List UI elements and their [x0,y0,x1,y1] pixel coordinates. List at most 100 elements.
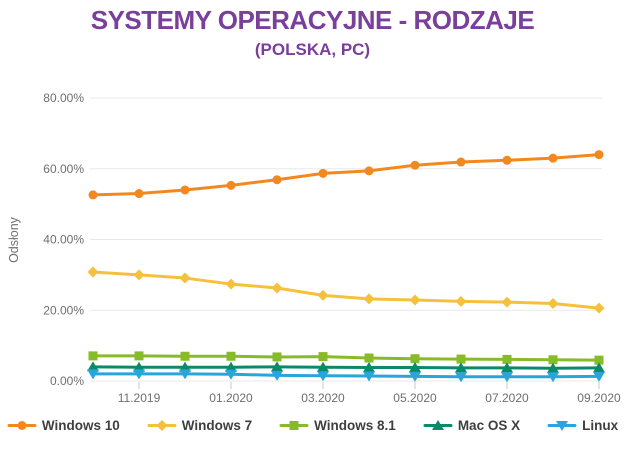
triangle-up-marker [179,361,191,372]
triangle-down-icon [547,421,577,431]
y-axis-tick-label: 60.00% [43,162,84,176]
triangle-up-marker [133,361,145,372]
circle-marker [318,168,328,178]
square-marker [226,351,236,361]
triangle-down-marker [133,369,145,380]
triangle-down-marker [225,369,237,380]
legend-item-linux[interactable]: Linux [547,418,618,433]
square-marker [502,354,512,364]
circle-marker [548,153,558,163]
x-axis-tick-label: 07.2020 [485,391,529,405]
triangle-up-marker [593,362,605,373]
x-axis-tick-label: 03.2020 [301,391,345,405]
triangle-down-marker [556,421,569,431]
diamond-marker [455,295,467,307]
chart-title: SYSTEMY OPERACYJNE - RODZAJE [90,5,535,35]
square-marker [180,351,190,361]
triangle-up-marker [271,361,283,372]
square-marker [318,352,328,362]
square-marker [594,355,604,365]
chart-subtitle: (POLSKA, PC) [254,40,371,59]
square-marker [134,351,144,361]
triangle-up-marker [431,420,444,430]
legend-label: Windows 7 [181,418,253,433]
triangle-up-marker [87,361,99,372]
triangle-up-icon [423,420,453,430]
triangle-down-marker [501,372,513,383]
triangle-down-marker [409,371,421,382]
legend-label: Linux [582,418,619,433]
diamond-marker [271,282,283,294]
x-axis-tick-label: 05.2020 [393,391,437,405]
y-axis-tick-label: 20.00% [43,303,84,317]
series-line-windows-8-1 [91,354,601,362]
square-icon [279,421,309,430]
x-axis-tick-label: 11.2019 [118,391,161,405]
diamond-marker [133,269,145,281]
x-axis-tick-label: 09.2020 [577,391,621,405]
diamond-icon [147,420,177,431]
y-axis-tick-label: 40.00% [43,233,84,247]
triangle-up-marker [455,362,467,373]
triangle-down-marker [363,371,375,382]
triangle-down-marker [87,369,99,380]
circle-marker [410,160,420,170]
triangle-up-marker [501,362,513,373]
triangle-up-marker [409,362,421,373]
triangle-up-marker [317,361,329,372]
square-marker [548,355,558,365]
circle-marker [17,421,27,430]
diamond-marker [593,302,605,314]
triangle-down-marker [547,372,559,383]
diamond-marker [225,278,237,290]
circle-marker [594,150,604,160]
diamond-marker [317,289,329,301]
square-marker [272,352,282,362]
circle-marker [456,157,466,167]
square-marker [410,354,420,364]
circle-marker [180,185,190,195]
series-line-windows-7 [91,270,601,310]
y-axis-tick-label: 80.00% [43,91,84,105]
circle-marker [502,155,512,165]
diamond-marker [501,296,513,308]
legend-item-mac-os-x[interactable]: Mac OS X [423,418,520,433]
chart-legend: Windows 10 Windows 7 Windows 8.1 Mac OS X Li… [0,418,625,433]
circle-marker [88,190,98,200]
diamond-marker [179,272,191,284]
series-line-mac-os-x [91,365,601,370]
x-axis-tick-label: 01.2020 [209,391,253,405]
circle-marker [134,189,144,199]
series-line-linux [91,372,601,379]
square-marker [289,421,299,430]
legend-label: Mac OS X [457,418,521,433]
circle-icon [7,421,37,430]
legend-label: Windows 10 [41,418,120,433]
triangle-down-marker [317,371,329,382]
triangle-down-marker [271,370,283,381]
diamond-marker [363,293,375,305]
circle-marker [226,180,236,190]
legend-item-windows-10[interactable]: Windows 10 [7,418,120,433]
legend-item-windows-7[interactable]: Windows 7 [147,418,252,433]
triangle-down-marker [455,372,467,383]
diamond-marker [547,298,559,310]
square-marker [88,351,98,361]
triangle-up-marker [225,361,237,372]
diamond-marker [409,294,421,306]
diamond-marker [87,266,99,278]
y-axis-title: Odsłony [7,216,21,263]
circle-marker [272,175,282,185]
square-marker [364,353,374,363]
series-line-windows-10 [91,153,601,197]
y-axis-tick-label: 0.00% [50,374,84,388]
triangle-down-marker [179,369,191,380]
diamond-marker [156,420,168,431]
triangle-down-marker [593,371,605,382]
circle-marker [364,166,374,176]
legend-item-windows-8-1[interactable]: Windows 8.1 [279,418,396,433]
legend-label: Windows 8.1 [314,418,396,433]
square-marker [456,354,466,364]
